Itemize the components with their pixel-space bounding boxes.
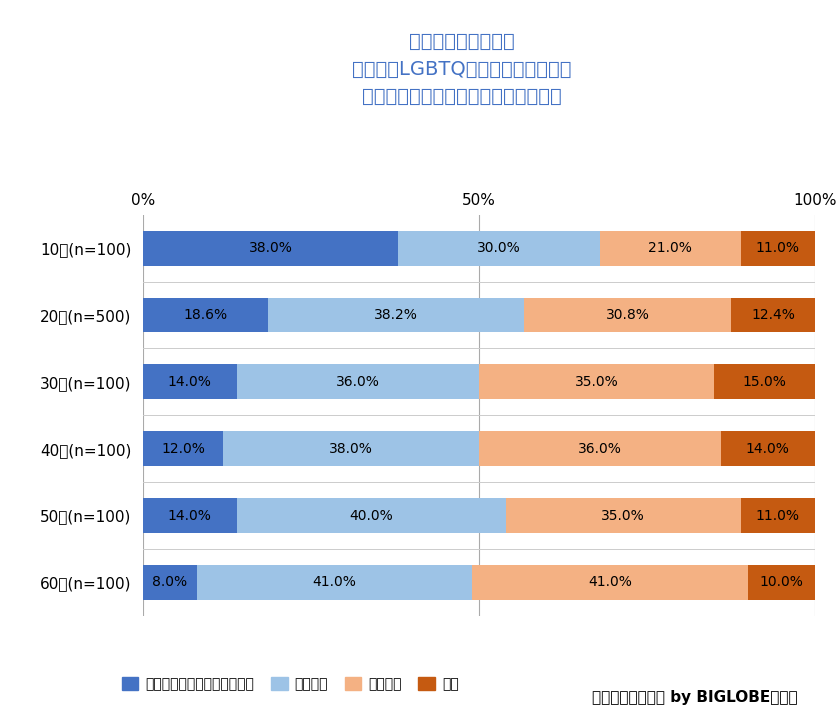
Text: 38.2%: 38.2% [374, 308, 418, 322]
Bar [268, 298, 524, 332]
Text: 21.0%: 21.0% [648, 241, 692, 255]
Text: 38.0%: 38.0% [329, 442, 373, 455]
Bar [143, 498, 237, 533]
Bar [748, 565, 815, 600]
Bar [732, 298, 815, 332]
Bar [237, 498, 506, 533]
Bar [506, 498, 741, 533]
Bar [741, 231, 815, 266]
Text: 14.0%: 14.0% [168, 508, 212, 523]
Bar [143, 565, 197, 600]
Bar [237, 364, 479, 400]
Legend: 自身が求める方向性に：近い, やや近い, やや遠い, 遠い: 自身が求める方向性に：近い, やや近い, やや遠い, 遠い [116, 672, 465, 697]
Text: 11.0%: 11.0% [756, 508, 800, 523]
Bar [524, 298, 732, 332]
Text: 8.0%: 8.0% [152, 576, 187, 589]
Text: 35.0%: 35.0% [575, 375, 618, 389]
Bar [721, 431, 815, 466]
Bar [197, 565, 472, 600]
Bar [398, 231, 600, 266]
Text: 40.0%: 40.0% [349, 508, 393, 523]
Bar [479, 431, 721, 466]
Text: 11.0%: 11.0% [756, 241, 800, 255]
Bar [479, 364, 714, 400]
Bar [143, 364, 237, 400]
Text: 41.0%: 41.0% [588, 576, 632, 589]
Text: 求める社会の方向性
［女性やLGBTQの方、障がい者など
マイノリティが生きやすくなる社会］: 求める社会の方向性 ［女性やLGBTQの方、障がい者など マイノリティが生きやす… [352, 32, 572, 106]
Text: 10.0%: 10.0% [759, 576, 803, 589]
Text: 12.0%: 12.0% [161, 442, 205, 455]
Text: 18.6%: 18.6% [183, 308, 228, 322]
Text: 30.8%: 30.8% [606, 308, 650, 322]
Text: 36.0%: 36.0% [336, 375, 380, 389]
Text: 12.4%: 12.4% [751, 308, 795, 322]
Text: 35.0%: 35.0% [601, 508, 645, 523]
Bar [472, 565, 748, 600]
Bar [714, 364, 815, 400]
Text: 「あしたメディア by BIGLOBE」調べ: 「あしたメディア by BIGLOBE」調べ [592, 690, 798, 705]
Text: 15.0%: 15.0% [743, 375, 786, 389]
Bar [741, 498, 815, 533]
Bar [143, 298, 268, 332]
Bar [600, 231, 741, 266]
Text: 30.0%: 30.0% [477, 241, 521, 255]
Text: 38.0%: 38.0% [249, 241, 292, 255]
Text: 14.0%: 14.0% [168, 375, 212, 389]
Text: 14.0%: 14.0% [746, 442, 790, 455]
Text: 41.0%: 41.0% [312, 576, 356, 589]
Text: 36.0%: 36.0% [578, 442, 622, 455]
Bar [143, 431, 223, 466]
Bar [223, 431, 479, 466]
Bar [143, 231, 398, 266]
